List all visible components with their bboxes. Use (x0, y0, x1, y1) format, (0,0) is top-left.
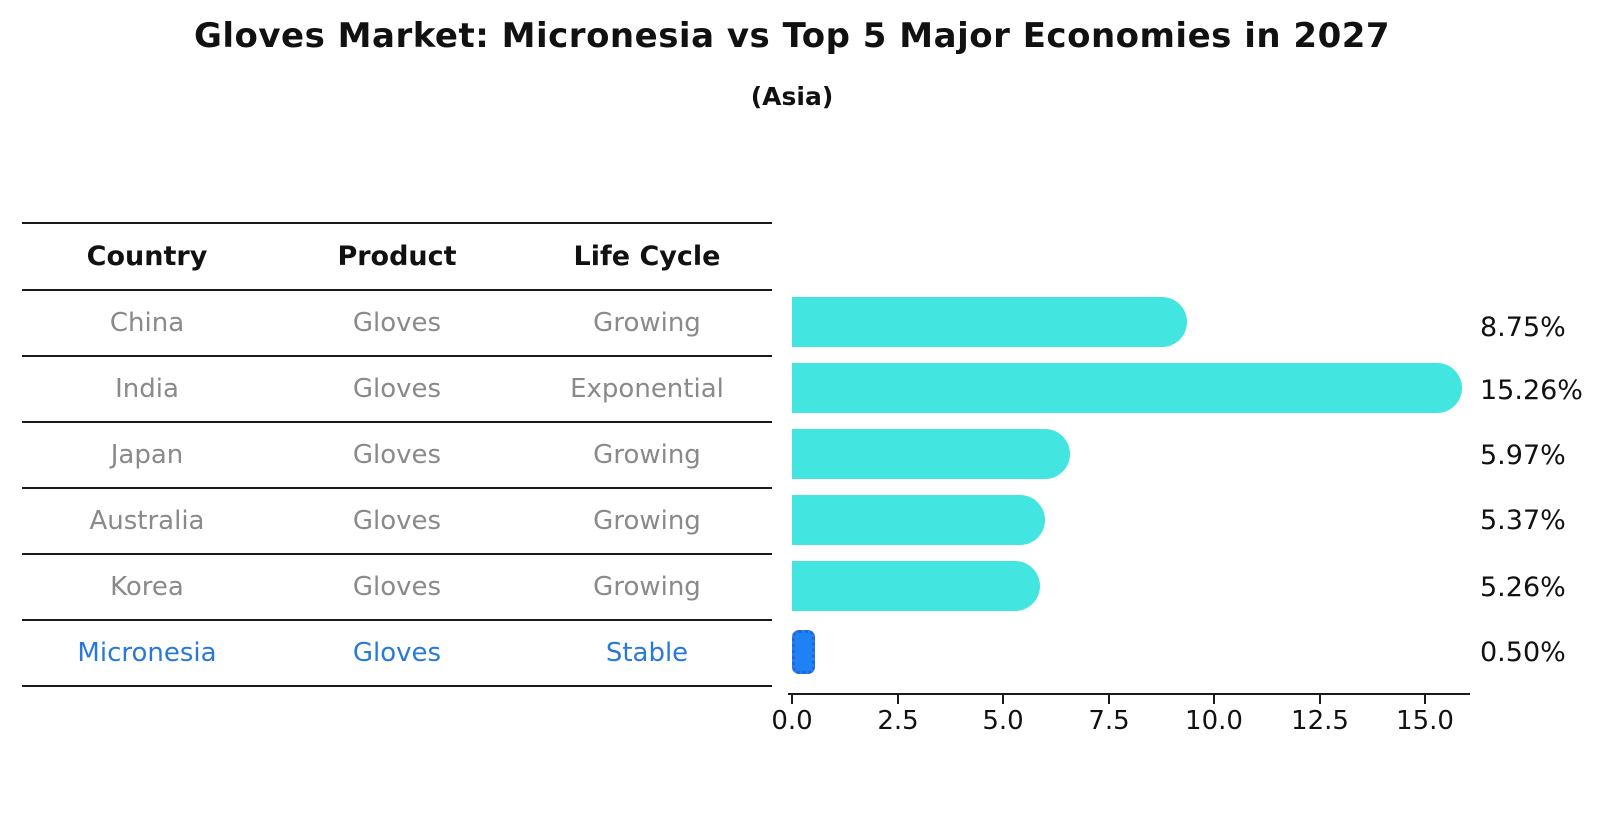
cell-product: Gloves (352, 572, 442, 602)
value-label: 8.75% (1480, 311, 1566, 343)
x-axis-tick (1108, 695, 1110, 704)
cell-product: Gloves (352, 308, 442, 338)
cell-country: Australia (89, 506, 205, 536)
bar-micronesia (792, 630, 815, 674)
x-tick-label: 10.0 (1185, 706, 1243, 736)
bar-slot (792, 421, 1492, 487)
x-axis-tick (897, 695, 899, 704)
cell-product: Gloves (352, 374, 442, 404)
value-label: 0.50% (1480, 636, 1566, 668)
cell-life-cycle: Growing (593, 506, 701, 536)
cell-product: Gloves (352, 638, 442, 668)
cell-country: Micronesia (77, 638, 217, 668)
x-tick-label: 15.0 (1396, 706, 1454, 736)
value-label: 5.97% (1480, 439, 1566, 471)
cell-country: India (115, 374, 179, 404)
table-row: India Gloves Exponential (22, 357, 772, 423)
column-header-country: Country (86, 241, 208, 272)
x-tick-label: 2.5 (877, 706, 919, 736)
x-axis-tick (1002, 695, 1004, 704)
x-axis-line (788, 693, 1470, 695)
value-label: 5.37% (1480, 504, 1566, 536)
cell-country: China (109, 308, 185, 338)
table-row: Korea Gloves Growing (22, 555, 772, 621)
x-tick-label: 0.0 (771, 706, 813, 736)
x-tick-label: 12.5 (1291, 706, 1349, 736)
x-tick-label: 5.0 (982, 706, 1024, 736)
cell-life-cycle: Stable (605, 638, 689, 668)
cell-country: Korea (110, 572, 184, 602)
bar-slot (792, 553, 1492, 619)
bar-korea (792, 561, 1040, 611)
x-axis-tick (1424, 695, 1426, 704)
cell-life-cycle: Growing (593, 308, 701, 338)
chart-subtitle: (Asia) (750, 82, 834, 111)
x-axis-tick (1319, 695, 1321, 704)
cell-life-cycle: Growing (593, 572, 701, 602)
bar-japan (792, 429, 1070, 479)
table-row-highlighted: Micronesia Gloves Stable (22, 621, 772, 687)
bar-slot (792, 619, 1492, 685)
bar-slot (792, 289, 1492, 355)
cell-product: Gloves (352, 506, 442, 536)
bar-australia (792, 495, 1045, 545)
bar-china (792, 297, 1187, 347)
cell-product: Gloves (352, 440, 442, 470)
x-axis-tick (791, 695, 793, 704)
cell-life-cycle: Exponential (570, 374, 724, 404)
value-label: 5.26% (1480, 571, 1566, 603)
x-axis-tick (1213, 695, 1215, 704)
country-table: Country Product Life Cycle China Gloves … (22, 222, 772, 687)
cell-country: Japan (110, 440, 184, 470)
column-header-product: Product (337, 241, 457, 272)
x-tick-label: 7.5 (1088, 706, 1130, 736)
table-header-row: Country Product Life Cycle (22, 224, 772, 291)
table-row: China Gloves Growing (22, 291, 772, 357)
bar-india (792, 363, 1462, 413)
table-row: Japan Gloves Growing (22, 423, 772, 489)
value-label: 15.26% (1480, 374, 1583, 406)
column-header-life-cycle: Life Cycle (573, 241, 721, 272)
bar-slot (792, 355, 1492, 421)
chart-title: Gloves Market: Micronesia vs Top 5 Major… (193, 16, 1391, 56)
bar-slot (792, 487, 1492, 553)
cell-life-cycle: Growing (593, 440, 701, 470)
table-row: Australia Gloves Growing (22, 489, 772, 555)
